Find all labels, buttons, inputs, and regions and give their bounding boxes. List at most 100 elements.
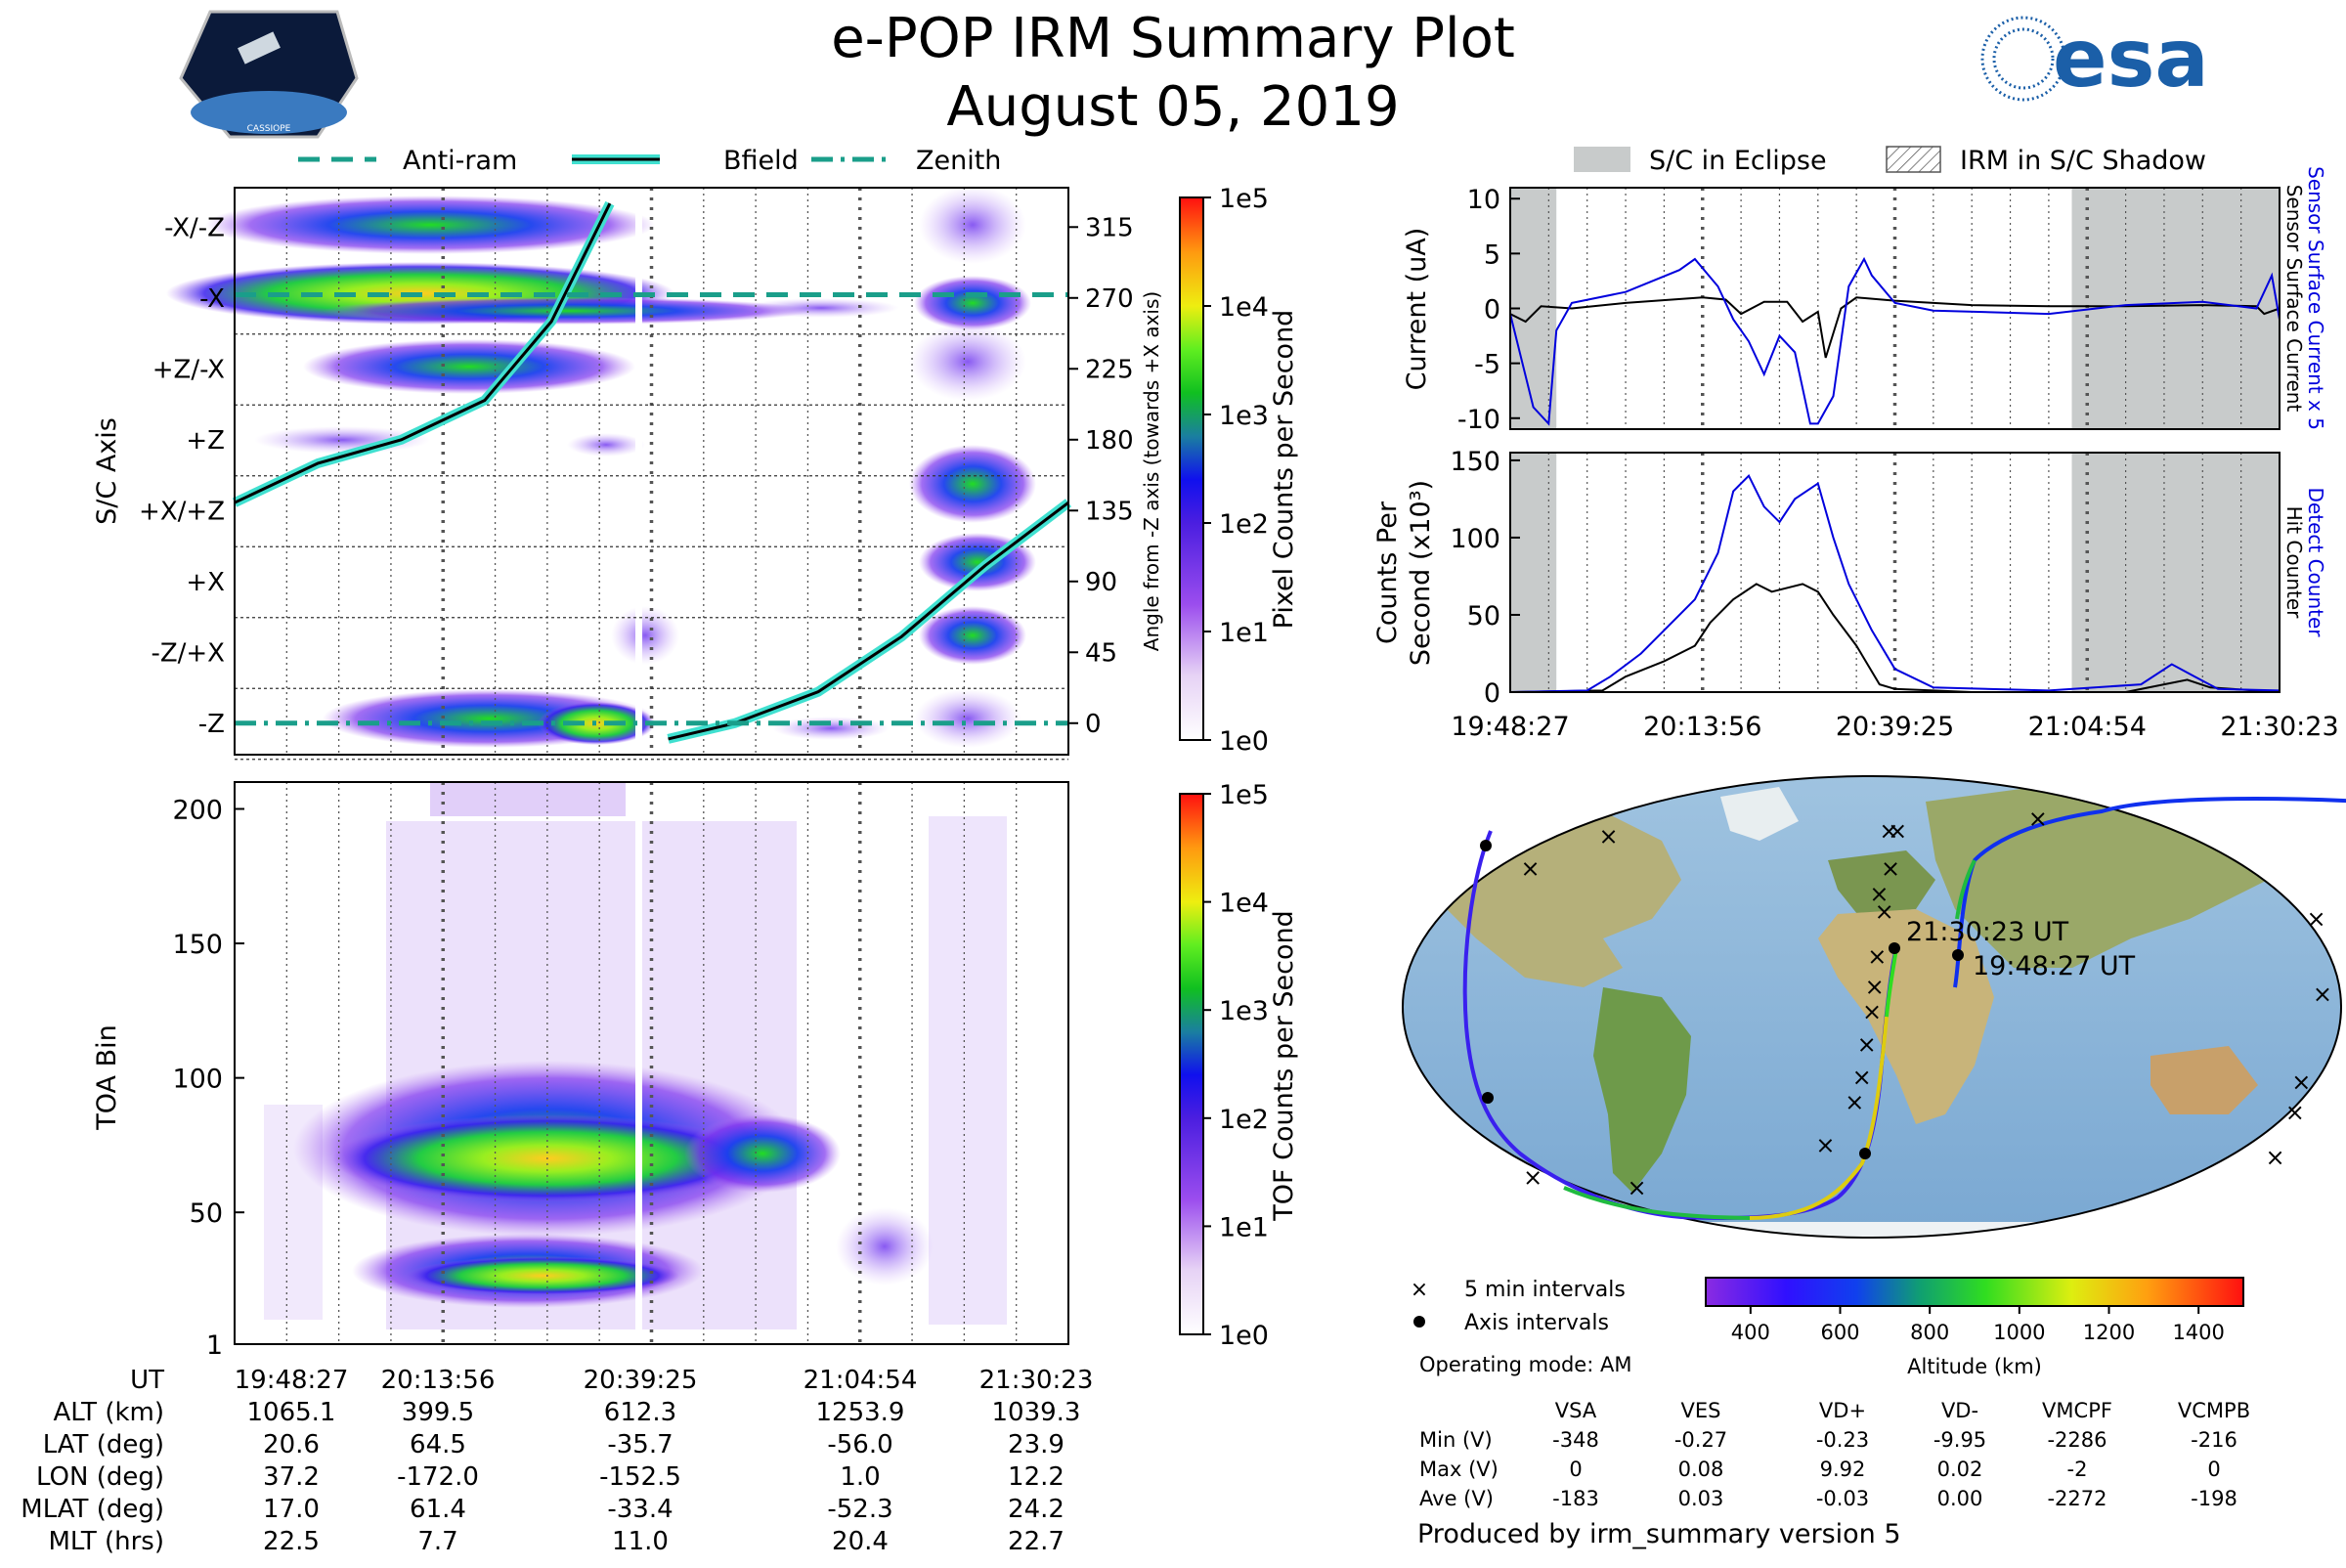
sc-axis-label: +Z — [186, 426, 225, 456]
colorbar-tick-label: 1e2 — [1219, 509, 1269, 540]
legend-eclipse-label: S/C in Eclipse — [1649, 146, 1827, 176]
ephemeris-value: 17.0 — [263, 1495, 320, 1524]
pixel-colorbar-label: Pixel Counts per Second — [1269, 310, 1299, 630]
toa-tick-label: 1 — [206, 1330, 223, 1361]
ephemeris-value: 1253.9 — [816, 1398, 905, 1427]
orbit-5min-cross: × — [1865, 973, 1885, 1000]
current-ylabel: Current (uA) — [1402, 228, 1432, 391]
sc-axis-heatmap-blobs — [166, 186, 1036, 755]
counts-eclipse-bands — [1510, 453, 2280, 692]
legend-top: Anti-ram Bfield Zenith — [298, 146, 1001, 176]
colorbar-tick-label: 1e5 — [1219, 184, 1269, 214]
ephemeris-value: 612.3 — [604, 1398, 676, 1427]
altitude-tick-label: 400 — [1731, 1321, 1770, 1344]
altitude-colorbar-label: Altitude (km) — [1907, 1355, 2042, 1378]
eclipse-band-1 — [1510, 453, 1557, 692]
sc-axis-label: -Z/+X — [151, 638, 225, 668]
counts-yticks: 150 100 50 0 — [1450, 447, 1520, 709]
legend-zenith-label: Zenith — [916, 146, 1001, 176]
colorbar-tick-label: 1e4 — [1219, 889, 1269, 919]
sc-axis-label: -Z — [198, 710, 225, 739]
tof-colorbar-ticks: 1e5 1e4 1e3 1e2 1e1 1e0 — [1203, 780, 1269, 1351]
current-right-label-blue: Sensor Surface Current x 5 — [2304, 166, 2327, 430]
legend-bfield-label: Bfield — [723, 146, 799, 176]
voltage-value: -9.95 — [1933, 1428, 1986, 1452]
voltage-value: -2272 — [2047, 1487, 2107, 1510]
page-title: e-POP IRM Summary Plot — [831, 7, 1515, 70]
logo-right-text: esa — [2053, 13, 2209, 106]
ephemeris-row-label: LON (deg) — [36, 1462, 164, 1492]
ephemeris-value: 61.4 — [410, 1495, 466, 1524]
ephemeris-value: 7.7 — [417, 1527, 457, 1556]
ephemeris-value: 23.9 — [1008, 1430, 1064, 1459]
toa-heatmap-blobs — [264, 782, 1007, 1344]
orbit-5min-cross: × — [2266, 1144, 2285, 1171]
orbit-5min-cross: × — [1521, 855, 1541, 883]
orbit-5min-cross: × — [2285, 1099, 2305, 1126]
ytick-label: 0 — [1484, 295, 1500, 326]
orbit-5min-cross: × — [2313, 980, 2332, 1008]
voltage-value: 0.08 — [1678, 1458, 1724, 1481]
map-label-start: 21:30:23 UT — [1906, 917, 2069, 947]
footer: Produced by irm_summary version 5 — [1417, 1519, 1901, 1549]
colorbar-tick-label: 1e1 — [1219, 1212, 1269, 1242]
ephemeris-value: 19:48:27 — [235, 1366, 349, 1395]
ephemeris-row-label: MLT (hrs) — [49, 1527, 165, 1556]
pixel-colorbar-ticks: 1e5 1e4 1e3 1e2 1e1 1e0 — [1203, 184, 1269, 757]
toa-tick-label: 50 — [190, 1198, 223, 1229]
ytick-label: 100 — [1450, 524, 1500, 554]
sc-axis-grid — [235, 188, 1068, 761]
orbit-5min-cross: × — [1881, 855, 1900, 883]
counts-panel: 150 100 50 0 19:48:27 20:13:56 20:39:25 21:04:… — [1372, 447, 2339, 742]
axis-dot-4 — [1889, 942, 1900, 954]
voltage-row-label: Max (V) — [1419, 1458, 1499, 1481]
ephemeris-value: 11.0 — [612, 1527, 669, 1556]
colorbar-tick-label: 1e3 — [1219, 996, 1269, 1026]
voltage-value: 0.00 — [1937, 1487, 1983, 1510]
orbit-5min-cross: × — [1523, 1164, 1542, 1192]
ephemeris-value: 20.4 — [832, 1527, 889, 1556]
counts-xtick-label: 21:04:54 — [2028, 712, 2147, 742]
voltage-value: -216 — [2191, 1428, 2237, 1452]
ephemeris-value: 22.5 — [263, 1527, 320, 1556]
voltage-header: VCMPB — [2178, 1399, 2250, 1422]
ytick-label: 50 — [1467, 601, 1500, 632]
header: CASSIOPE e-POP IRM Summary Plot August 0… — [179, 7, 2209, 139]
orbit-5min-cross: × — [1628, 1174, 1647, 1201]
ephemeris-value: 21:04:54 — [804, 1366, 918, 1395]
sc-axis-label: +Z/-X — [152, 355, 225, 384]
ytick-label: 150 — [1450, 447, 1500, 477]
ephemeris-value: 22.7 — [1008, 1527, 1064, 1556]
ephemeris-row-label: LAT (deg) — [43, 1430, 164, 1459]
sc-axis-label: -X — [199, 284, 225, 314]
bfield-curve-1 — [234, 202, 612, 504]
sc-axis-label: +X/+Z — [139, 497, 225, 526]
colorbar-tick-label: 1e0 — [1219, 726, 1269, 757]
angle-tick-label: 180 — [1085, 426, 1134, 456]
ephemeris-value: 1.0 — [840, 1462, 880, 1492]
voltage-value: -0.23 — [1816, 1428, 1869, 1452]
current-right-label-black: Sensor Surface Current — [2282, 185, 2306, 413]
legend-dot-marker — [1413, 1316, 1425, 1328]
ephemeris-value: 12.2 — [1008, 1462, 1064, 1492]
blue-series — [1509, 474, 2281, 693]
counts-xtick-label: 20:39:25 — [1836, 712, 1954, 742]
colorbar-tick-label: 1e1 — [1219, 618, 1269, 648]
ephemeris-value: -56.0 — [827, 1430, 892, 1459]
ephemeris-value: 64.5 — [410, 1430, 466, 1459]
legend-shadow-swatch — [1886, 146, 1941, 173]
orbit-5min-cross: × — [1862, 998, 1882, 1025]
voltage-value: -198 — [2191, 1487, 2237, 1510]
voltage-row-label: Min (V) — [1419, 1428, 1493, 1452]
legend-dot-label: Axis intervals — [1464, 1311, 1609, 1335]
eclipse-band-2 — [2071, 188, 2280, 429]
toa-tick-label: 150 — [172, 930, 223, 960]
altitude-colorbar-ticks: 400 600 800 1000 1200 1400 — [1731, 1306, 2225, 1344]
legend-shadow-label: IRM in S/C Shadow — [1960, 146, 2206, 176]
ephemeris-value: -52.3 — [827, 1495, 892, 1524]
angle-tick-label: 0 — [1085, 710, 1102, 739]
map-orbit-track — [1462, 797, 2346, 1220]
altitude-tick-label: 1200 — [2083, 1321, 2135, 1344]
legend-cross-label: 5 min intervals — [1464, 1278, 1626, 1302]
